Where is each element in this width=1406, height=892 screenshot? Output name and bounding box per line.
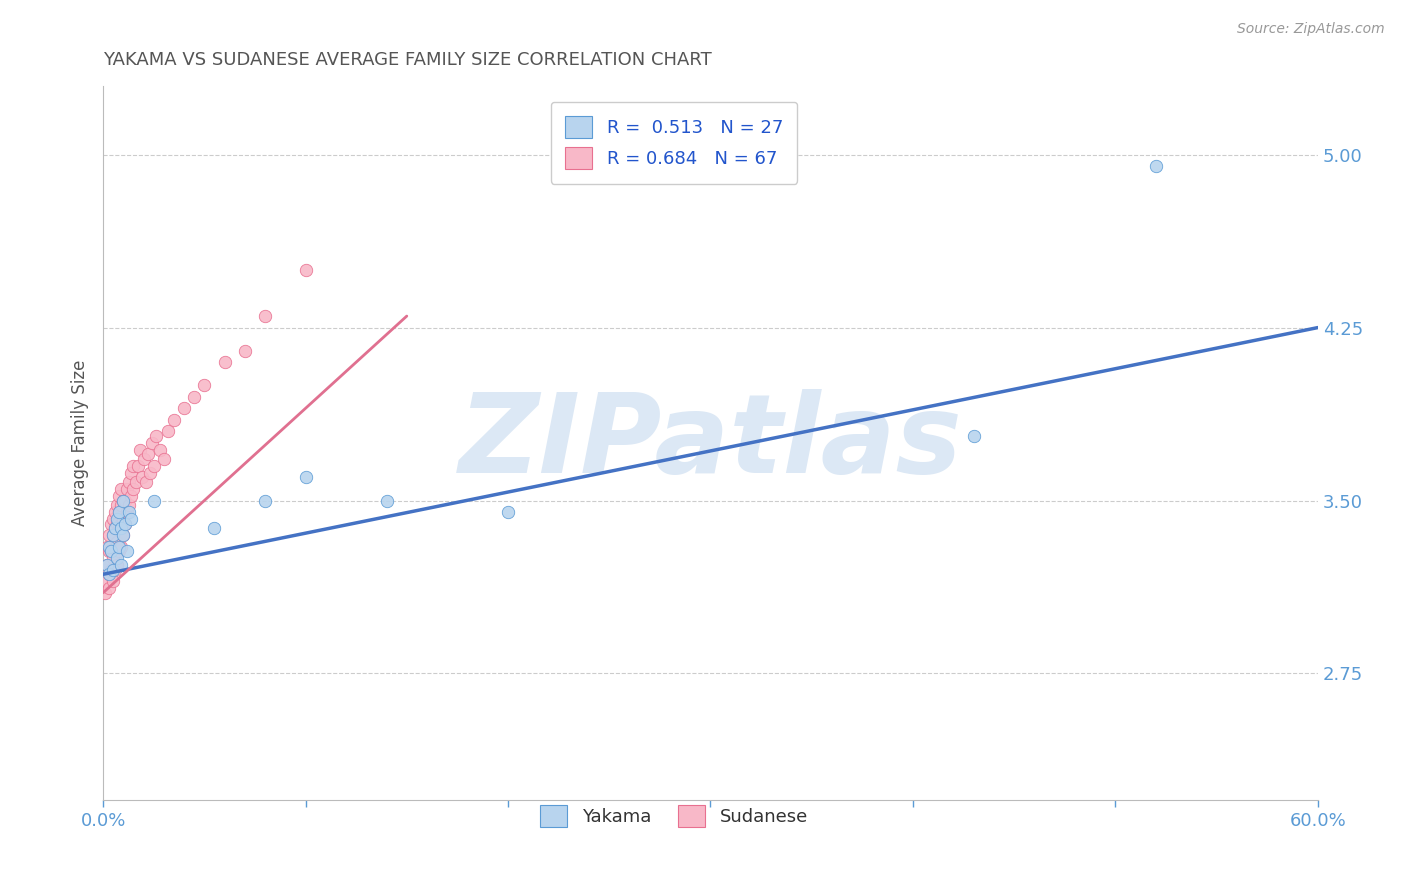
Text: Source: ZipAtlas.com: Source: ZipAtlas.com xyxy=(1237,22,1385,37)
Point xyxy=(96,540,118,554)
Point xyxy=(136,447,159,461)
Point xyxy=(112,528,135,542)
Point xyxy=(100,544,122,558)
Point xyxy=(145,429,167,443)
Point xyxy=(1144,159,1167,173)
Point xyxy=(108,505,131,519)
Point xyxy=(121,466,143,480)
Point xyxy=(128,442,150,457)
Point xyxy=(108,544,131,558)
Point xyxy=(104,521,127,535)
Point xyxy=(110,558,132,572)
Point xyxy=(108,540,131,554)
Point xyxy=(233,343,256,358)
Point xyxy=(117,544,139,558)
Point xyxy=(103,563,125,577)
Point xyxy=(105,516,128,531)
Point xyxy=(112,493,135,508)
Point xyxy=(108,505,131,519)
Point xyxy=(254,309,277,323)
Point xyxy=(138,466,160,480)
Point xyxy=(375,493,398,508)
Text: ZIPatlas: ZIPatlas xyxy=(458,390,962,496)
Point xyxy=(153,452,176,467)
Text: YAKAMA VS SUDANESE AVERAGE FAMILY SIZE CORRELATION CHART: YAKAMA VS SUDANESE AVERAGE FAMILY SIZE C… xyxy=(103,51,711,69)
Point xyxy=(163,413,186,427)
Point xyxy=(104,521,127,535)
Point xyxy=(104,563,127,577)
Point xyxy=(122,482,145,496)
Point xyxy=(105,512,128,526)
Point xyxy=(103,528,125,542)
Point xyxy=(94,585,117,599)
Point xyxy=(98,567,121,582)
Point xyxy=(110,516,132,531)
Point xyxy=(100,516,122,531)
Point xyxy=(112,493,135,508)
Point xyxy=(98,544,121,558)
Point xyxy=(108,489,131,503)
Point xyxy=(100,563,122,577)
Legend: Yakama, Sudanese: Yakama, Sudanese xyxy=(533,797,815,834)
Point xyxy=(496,505,519,519)
Point xyxy=(96,558,118,572)
Point xyxy=(114,493,136,508)
Point xyxy=(105,498,128,512)
Y-axis label: Average Family Size: Average Family Size xyxy=(72,359,89,526)
Point xyxy=(110,540,132,554)
Point xyxy=(103,574,125,589)
Point xyxy=(121,489,143,503)
Point xyxy=(105,558,128,572)
Point xyxy=(96,558,118,572)
Point xyxy=(118,505,141,519)
Point xyxy=(103,551,125,566)
Point xyxy=(118,498,141,512)
Point xyxy=(110,498,132,512)
Point xyxy=(98,540,121,554)
Point xyxy=(135,475,157,489)
Point xyxy=(110,482,132,496)
Point xyxy=(104,505,127,519)
Point xyxy=(98,528,121,542)
Point xyxy=(103,528,125,542)
Point xyxy=(105,535,128,549)
Point xyxy=(141,435,163,450)
Point xyxy=(100,544,122,558)
Point xyxy=(117,482,139,496)
Point xyxy=(96,574,118,589)
Point xyxy=(98,567,121,582)
Point xyxy=(103,512,125,526)
Point xyxy=(294,263,316,277)
Point xyxy=(117,505,139,519)
Point xyxy=(94,563,117,577)
Point xyxy=(112,528,135,542)
Point xyxy=(98,581,121,595)
Point xyxy=(124,475,146,489)
Point xyxy=(193,378,215,392)
Point xyxy=(108,521,131,535)
Point xyxy=(173,401,195,416)
Point xyxy=(104,540,127,554)
Point xyxy=(156,425,179,439)
Point xyxy=(962,429,984,443)
Point xyxy=(183,390,205,404)
Point xyxy=(121,512,143,526)
Point xyxy=(142,493,165,508)
Point xyxy=(110,521,132,535)
Point xyxy=(122,458,145,473)
Point xyxy=(112,512,135,526)
Point xyxy=(149,442,172,457)
Point xyxy=(114,516,136,531)
Point xyxy=(118,475,141,489)
Point xyxy=(294,470,316,484)
Point xyxy=(127,458,149,473)
Point xyxy=(131,470,153,484)
Point xyxy=(114,516,136,531)
Point xyxy=(142,458,165,473)
Point xyxy=(204,521,226,535)
Point xyxy=(214,355,236,369)
Point xyxy=(132,452,155,467)
Point xyxy=(254,493,277,508)
Point xyxy=(105,551,128,566)
